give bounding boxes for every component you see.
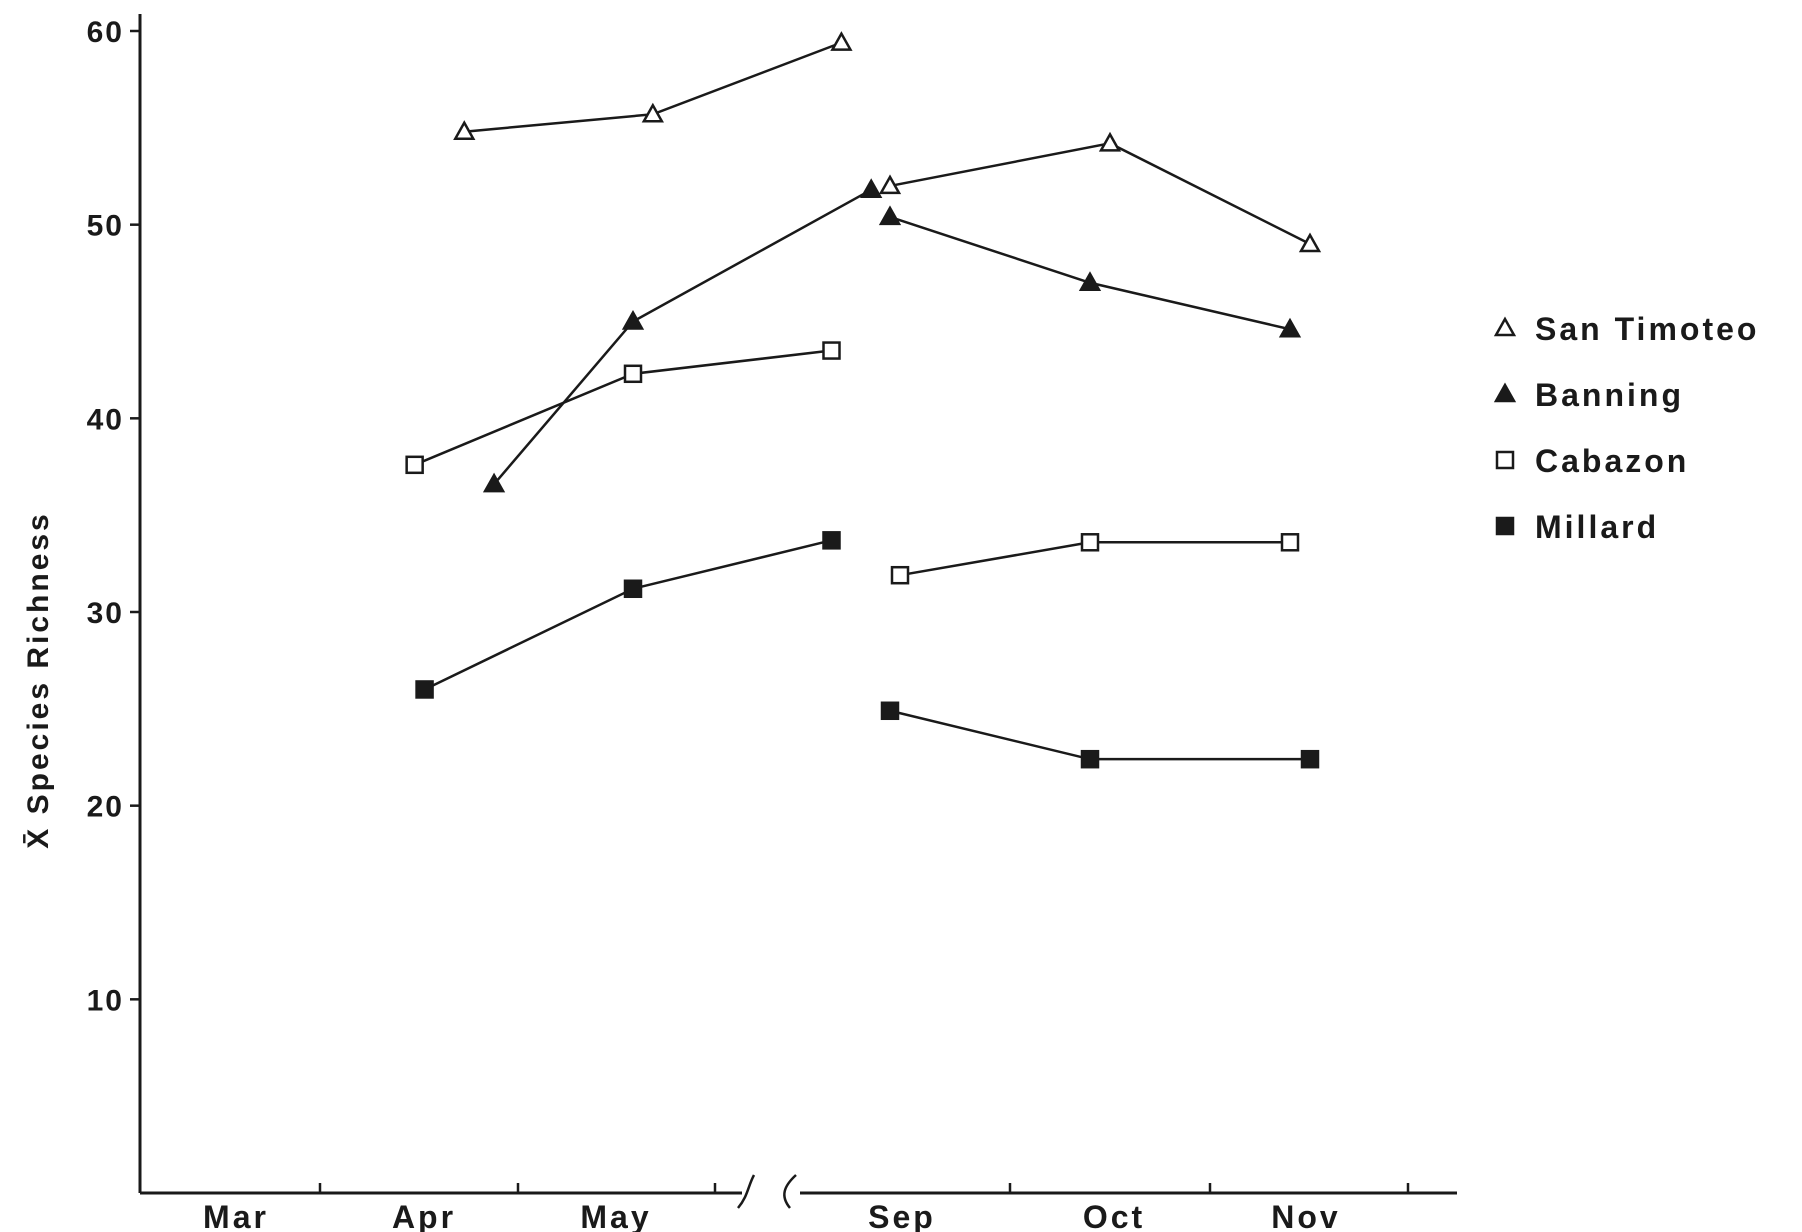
data-point-millard-0-0 [415,680,434,699]
x-tick-label-apr: Apr [392,1199,456,1232]
legend-marker-millard [1495,516,1515,536]
series-line-millard-1 [889,709,1310,761]
data-point-san-timoteo-0-0 [453,120,476,140]
data-point-banning-1-2 [1278,317,1302,338]
x-axis-ticks: Mar Apr May Sep Oct Nov [203,1183,1410,1232]
legend-marker-cabazon [1495,450,1515,470]
data-point-san-timoteo-0-1 [641,102,664,123]
data-point-millard-1-1 [1080,749,1100,769]
series-line-cabazon-0 [414,349,832,466]
x-tick-label-nov: Nov [1271,1199,1340,1232]
data-point-san-timoteo-1-2 [1298,232,1322,253]
data-point-cabazon-1-2 [1280,533,1300,552]
legend-label-millard: Millard [1535,509,1659,545]
y-axis-label: X̄ Species Richness [22,511,55,848]
y-tick-label-60: 60 [87,16,124,49]
axis-break-mark-left [737,1174,756,1209]
data-point-banning-1-0 [878,205,902,226]
y-tick-label-40: 40 [87,403,124,436]
y-tick-label-50: 50 [87,210,124,243]
legend: San Timoteo Banning Cabazon Millard [1493,311,1759,545]
x-tick-label-mar: Mar [203,1199,269,1232]
data-point-banning-0-2 [860,178,883,199]
series-banning [482,178,1302,493]
data-point-san-timoteo-1-0 [878,174,902,195]
data-point-banning-0-0 [482,472,506,493]
data-point-millard-1-2 [1300,749,1320,769]
data-point-cabazon-0-0 [405,455,424,475]
axes [138,14,1457,1209]
legend-marker-san-timoteo [1493,316,1517,337]
axis-break-mark-right [783,1174,797,1209]
series-san-timoteo [453,31,1322,253]
legend-label-san-timoteo: San Timoteo [1535,311,1759,347]
y-tick-label-20: 20 [87,791,124,824]
data-point-cabazon-0-2 [822,341,841,360]
y-tick-label-30: 30 [87,597,124,630]
data-point-banning-0-1 [621,309,645,330]
legend-label-banning: Banning [1535,377,1684,413]
data-point-banning-1-1 [1078,271,1102,292]
data-point-san-timoteo-1-1 [1098,131,1122,152]
series-millard [415,531,1320,769]
x-tick-label-oct: Oct [1083,1199,1145,1232]
series-line-san-timoteo-1 [889,142,1311,246]
y-tick-label-10: 10 [87,984,124,1017]
legend-marker-banning [1493,382,1517,403]
series-cabazon [405,341,1300,585]
y-axis-ticks: 10 20 30 40 50 60 [87,16,140,1017]
x-tick-label-may: May [580,1199,651,1232]
series-line-millard-0 [424,539,832,691]
data-point-millard-0-2 [822,531,841,550]
data-point-cabazon-0-1 [623,364,643,384]
data-point-cabazon-1-0 [890,565,910,585]
data-point-san-timoteo-0-2 [830,31,853,51]
series-layer [405,31,1322,769]
legend-label-cabazon: Cabazon [1535,443,1689,479]
data-point-millard-0-1 [623,579,643,599]
data-point-millard-1-0 [880,701,900,721]
x-tick-label-sep: Sep [868,1199,936,1232]
series-line-banning-0 [493,188,872,485]
data-point-cabazon-1-1 [1080,533,1100,552]
